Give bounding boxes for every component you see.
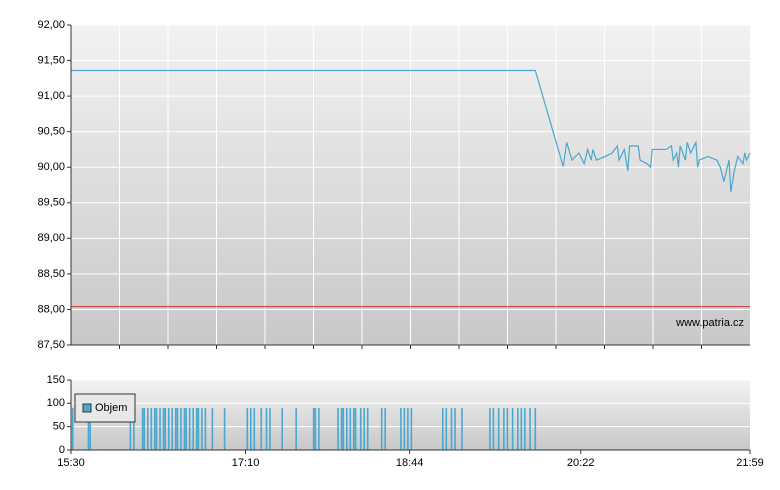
volume-bar	[363, 408, 366, 450]
volume-bar	[176, 408, 179, 450]
volume-bar	[269, 408, 271, 450]
volume-bar	[400, 408, 402, 450]
volume-bar	[211, 408, 214, 450]
y-tick-label: 90,00	[37, 161, 65, 173]
volume-bar	[192, 408, 194, 450]
volume-bar	[253, 408, 256, 450]
volume-bar	[155, 408, 158, 450]
volume-bar	[174, 408, 177, 450]
volume-bar	[403, 408, 406, 450]
volume-bar	[529, 408, 531, 450]
volume-bar	[534, 408, 537, 450]
x-tick-label: 18:44	[396, 457, 424, 469]
volume-bar	[87, 408, 90, 450]
y-tick-label: 0	[59, 444, 65, 456]
y-tick-label: 50	[53, 421, 65, 433]
legend-label: Objem	[95, 402, 127, 414]
y-tick-label: 150	[47, 374, 65, 386]
watermark: www.patria.cz	[675, 317, 744, 329]
volume-bar	[195, 408, 198, 450]
volume-bar	[407, 408, 409, 450]
volume-bar	[141, 408, 144, 450]
volume-bar	[450, 408, 453, 450]
volume-bar	[318, 408, 320, 450]
x-tick-label: 15:30	[57, 457, 85, 469]
y-tick-label: 89,50	[37, 197, 65, 209]
volume-bar	[337, 408, 339, 450]
y-tick-label: 91,00	[37, 90, 65, 102]
volume-bar	[312, 408, 315, 450]
volume-bar	[511, 408, 514, 450]
volume-bar	[153, 408, 156, 450]
volume-bar	[129, 408, 132, 450]
volume-bar	[349, 408, 352, 450]
volume-bar	[147, 408, 149, 450]
x-tick-label: 21:59	[736, 457, 764, 469]
volume-bar	[183, 408, 186, 450]
volume-bar	[492, 408, 495, 450]
volume-bar	[503, 408, 505, 450]
volume-bar	[281, 408, 284, 450]
volume-bar	[497, 408, 500, 450]
volume-bar	[359, 408, 362, 450]
volume-bar	[366, 408, 369, 450]
volume-bar	[71, 408, 74, 450]
x-tick-label: 17:10	[232, 457, 260, 469]
volume-bar	[380, 408, 383, 450]
volume-bar	[249, 408, 252, 450]
volume-bar	[354, 408, 357, 450]
volume-bar	[180, 408, 182, 450]
volume-bar	[265, 408, 268, 450]
volume-bar	[352, 408, 355, 450]
volume-bar	[260, 408, 263, 450]
volume-bar	[524, 408, 526, 450]
volume-bar	[162, 408, 165, 450]
volume-bar	[445, 408, 448, 450]
volume-bar	[517, 408, 519, 450]
volume-bar	[223, 408, 226, 450]
y-tick-label: 90,50	[37, 126, 65, 138]
volume-bar	[167, 408, 170, 450]
y-tick-label: 87,50	[37, 339, 65, 351]
volume-bar	[197, 408, 200, 450]
volume-bar	[188, 408, 191, 450]
volume-bar	[246, 408, 249, 450]
volume-bar	[171, 408, 174, 450]
volume-bar	[520, 408, 523, 450]
volume-bar	[89, 408, 92, 450]
y-tick-label: 89,00	[37, 232, 65, 244]
legend-swatch	[82, 403, 92, 413]
volume-bar	[410, 408, 413, 450]
volume-bar	[204, 408, 207, 450]
volume-bar	[506, 408, 509, 450]
y-tick-label: 88,00	[37, 303, 65, 315]
y-tick-label: 91,50	[37, 54, 65, 66]
volume-bar	[143, 408, 146, 450]
volume-bar	[164, 408, 167, 450]
volume-bar	[185, 408, 188, 450]
volume-bar	[454, 408, 456, 450]
volume-bar	[461, 408, 463, 450]
volume-bar	[150, 408, 153, 450]
volume-bar	[314, 408, 317, 450]
volume-bar	[133, 408, 135, 450]
volume-bar	[159, 408, 161, 450]
volume-bar	[345, 408, 348, 450]
volume-bar	[441, 408, 444, 450]
y-tick-label: 92,00	[37, 19, 65, 31]
y-tick-label: 100	[47, 397, 65, 409]
volume-bar	[342, 408, 345, 450]
volume-bar	[384, 408, 386, 450]
volume-bar	[201, 408, 203, 450]
volume-bar	[489, 408, 491, 450]
volume-bar	[340, 408, 343, 450]
volume-bar	[295, 408, 297, 450]
y-tick-label: 88,50	[37, 268, 65, 280]
x-tick-label: 20:22	[567, 457, 595, 469]
price-line	[71, 69, 751, 193]
